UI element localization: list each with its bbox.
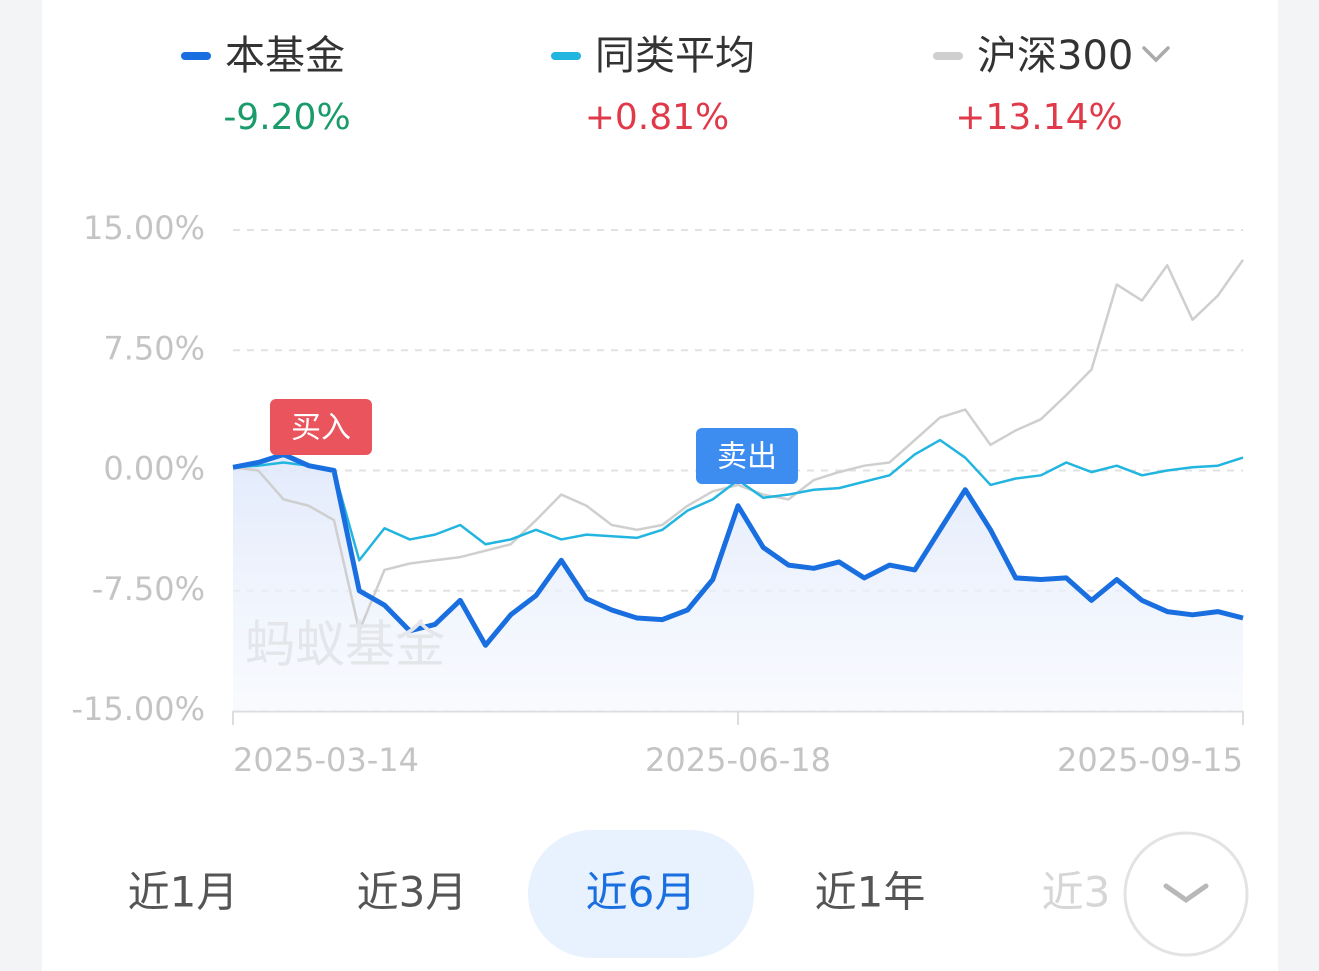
period-tab[interactable]: 近3 [1042, 868, 1111, 917]
period-tab[interactable]: 近1年 [815, 868, 926, 917]
legend-label: 沪深300 [977, 33, 1133, 79]
legend-change: +0.81% [585, 97, 730, 138]
y-tick-label: -15.00% [71, 690, 205, 728]
plot: 15.00% 7.50% 0.00% -7.50% -15.00% 2025-03-14 2… [71, 209, 1245, 779]
y-tick-label: 7.50% [103, 329, 205, 367]
period-tabs: 近1月 近3月 近6月 近1年 近3 [128, 830, 1111, 958]
y-tick-label: -7.50% [92, 570, 205, 608]
period-tab[interactable]: 近6月 [586, 868, 697, 917]
series-line [232, 451, 1244, 648]
sell-tag-text: 卖出 [717, 440, 777, 475]
watermark: 蚂蚁基金 [245, 616, 445, 674]
period-tab[interactable]: 近1月 [128, 868, 239, 917]
chevron [1163, 883, 1209, 904]
x-tick-label: 2025-03-14 [233, 741, 419, 779]
x-tick-label: 2025-06-18 [645, 741, 831, 779]
y-tick-label: 15.00% [83, 209, 205, 247]
buy-tag-box [270, 399, 372, 455]
period-tab[interactable]: 近3月 [357, 868, 468, 917]
more-button[interactable] [1123, 831, 1249, 957]
legend-label: 同类平均 [595, 33, 755, 79]
legend: 本基金 -9.20% 同类平均 +0.81% 沪深300 +13.14% [181, 33, 1170, 138]
y-tick-label: 0.00% [103, 450, 205, 488]
sell-tag-box [696, 428, 798, 484]
legend-label: 本基金 [225, 33, 345, 79]
buy-tag-text: 买入 [291, 411, 351, 446]
more-circle[interactable] [1123, 831, 1249, 957]
legend-change: +13.14% [955, 97, 1122, 138]
card [42, 0, 1278, 971]
legend-dropdown [1142, 46, 1170, 63]
series-line [232, 259, 1245, 633]
sell-tag: 卖出 [696, 428, 798, 484]
tab-selected-bg[interactable] [528, 830, 754, 958]
legend-change: -9.20% [223, 97, 350, 138]
buy-tag: 买入 [270, 399, 372, 455]
x-tick-label: 2025-09-15 [1057, 741, 1243, 779]
